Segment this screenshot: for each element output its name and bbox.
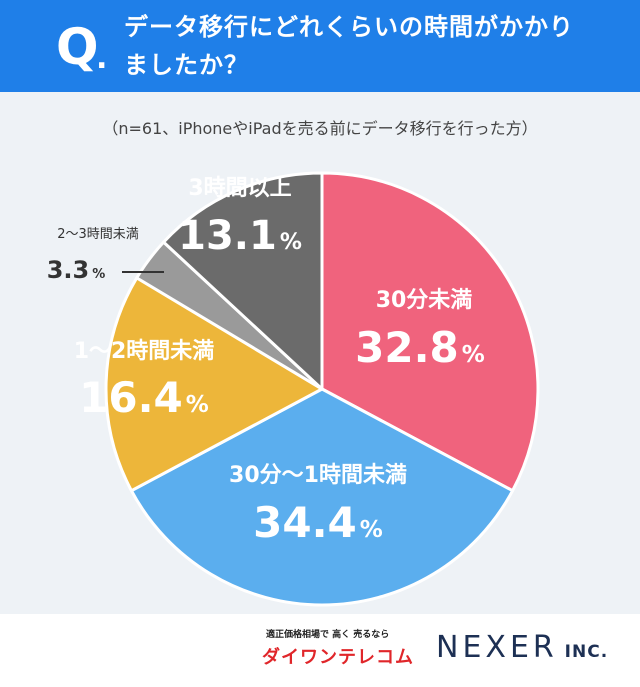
pie-slice-3 [104, 276, 324, 493]
nexer-suffix: INC. [557, 642, 609, 662]
slice-label-2: 30分～1時間未満 [229, 462, 407, 488]
logo1-name: ダイワンテレコム [262, 647, 414, 668]
slice-value-1: 32.8% [355, 323, 485, 372]
survey-note: （n=61、iPhoneやiPadを売る前にデータ移行を行った方） [102, 119, 538, 138]
q-dot: . [96, 41, 108, 76]
question-header: Q . データ移行にどれくらいの時間がかかりましたか？ [0, 0, 640, 92]
logo1-tagline: 適正価格相場で 高く 売るなら [266, 630, 390, 640]
daiwan-telecom-logo: 適正価格相場で 高く 売るなら ダイワンテレコム [262, 625, 414, 675]
slice-label-3: 1～2時間未満 [74, 338, 215, 364]
slice-label-4: 2～3時間未満 [57, 227, 139, 242]
slice-value-4: 3.3% [47, 256, 106, 284]
q-mark: Q [56, 18, 99, 76]
pie-slice-1 [320, 171, 540, 493]
question-text: データ移行にどれくらいの時間がかかりましたか？ [124, 13, 574, 79]
slice-value-3: 16.4% [79, 373, 209, 422]
pie-slice-5 [162, 171, 324, 391]
nexer-name: NEXER [436, 630, 558, 665]
slice-label-5: 3時間以上 [188, 176, 291, 201]
slice-value-5: 13.1% [178, 213, 302, 259]
slice-value-2: 34.4% [253, 498, 383, 547]
pie-slice-2 [129, 387, 515, 607]
nexer-logo: NEXER INC. [436, 630, 608, 665]
slice-label-1: 30分未満 [376, 287, 473, 313]
